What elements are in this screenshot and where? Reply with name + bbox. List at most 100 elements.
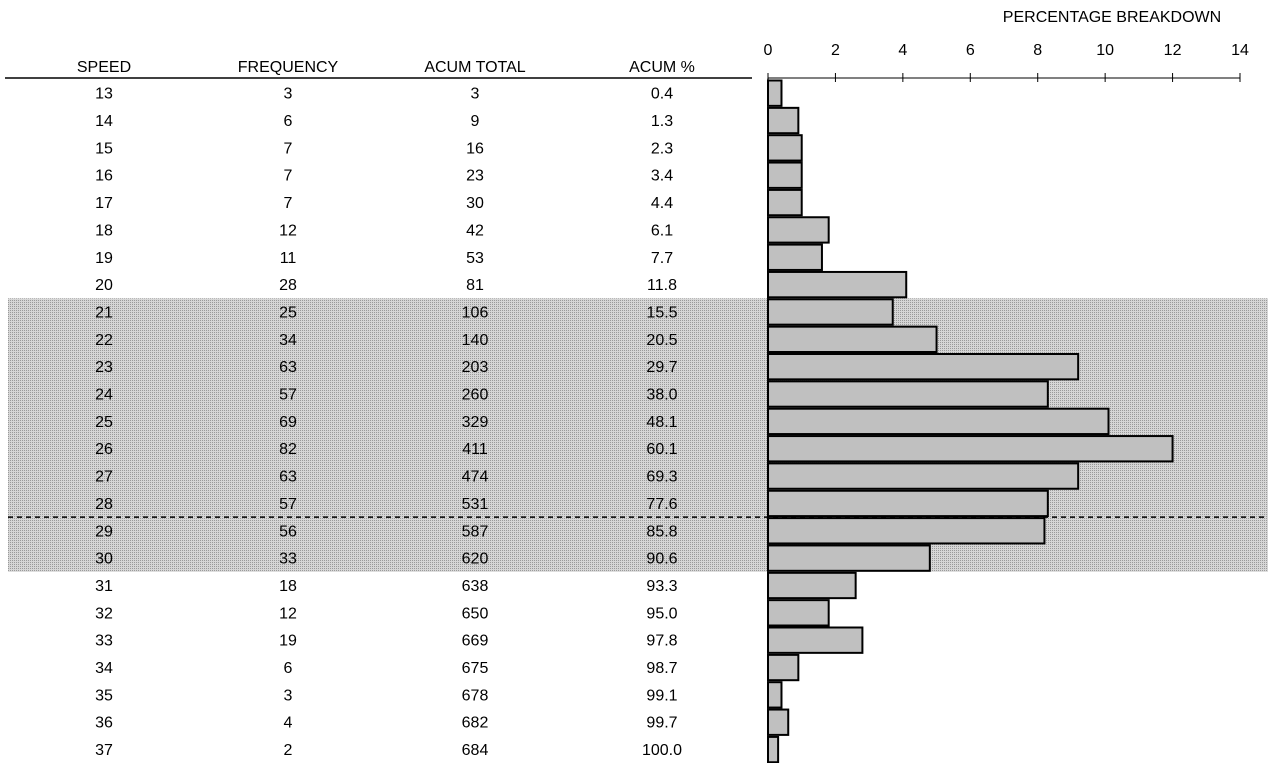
bar <box>767 134 803 162</box>
table-row: 28 57 531 77.6 <box>95 496 678 513</box>
table-cell: 669 <box>462 633 489 650</box>
table-cell: 4 <box>284 715 293 732</box>
table-cell: 3 <box>284 687 293 704</box>
table-cell: 12 <box>279 605 297 622</box>
bar <box>767 681 783 709</box>
table-cell: 98.7 <box>646 660 677 677</box>
table-cell: 69 <box>279 414 297 431</box>
table-cell: 26 <box>95 441 113 458</box>
table-cell: 682 <box>462 715 489 732</box>
table-row: 26 82 411 60.1 <box>95 441 678 458</box>
table-cell: 2 <box>284 742 293 759</box>
x-tick-label: 2 <box>831 42 840 59</box>
table-cell: 203 <box>462 359 489 376</box>
chart-title: PERCENTAGE BREAKDOWN <box>1003 9 1221 26</box>
table-row: 16 7 23 3.4 <box>95 168 673 185</box>
table-cell: 329 <box>462 414 489 431</box>
table-cell: 3 <box>284 86 293 103</box>
bar <box>767 599 830 627</box>
table-cell: 531 <box>462 496 489 513</box>
table-cell: 48.1 <box>646 414 677 431</box>
table-cell: 18 <box>279 578 297 595</box>
bar <box>767 626 864 654</box>
table-cell: 85.8 <box>646 523 677 540</box>
table-row: 35 3 678 99.1 <box>95 687 678 704</box>
table-cell: 3 <box>471 86 480 103</box>
bar <box>767 571 857 600</box>
table-cell: 13 <box>95 86 113 103</box>
table-row: 23 63 203 29.7 <box>95 359 678 376</box>
table-header-layer: SPEED FREQUENCY ACUM TOTAL ACUM % <box>77 59 695 76</box>
bar <box>767 653 800 682</box>
table-cell: 638 <box>462 578 489 595</box>
table-row: 36 4 682 99.7 <box>95 715 678 732</box>
table-cell: 24 <box>95 387 113 404</box>
table-cell: 27 <box>95 469 113 486</box>
x-tick-label: 14 <box>1231 42 1249 59</box>
table-cell: 25 <box>279 304 297 321</box>
table-cell: 474 <box>462 469 489 486</box>
table-cell: 2.3 <box>651 140 673 157</box>
table-cell: 30 <box>466 195 484 212</box>
table-cell: 90.6 <box>646 551 677 568</box>
bar <box>767 708 790 736</box>
table-cell: 20 <box>95 277 113 294</box>
table-cell: 57 <box>279 387 297 404</box>
bar <box>767 380 1049 408</box>
table-cell: 650 <box>462 605 489 622</box>
table-cell: 57 <box>279 496 297 513</box>
table-cell: 3.4 <box>651 168 673 185</box>
bar <box>767 462 1080 490</box>
table-cell: 11.8 <box>647 277 677 294</box>
table-cell: 82 <box>279 441 297 458</box>
table-cell: 97.8 <box>646 633 677 650</box>
table-cell: 42 <box>466 222 484 239</box>
table-cell: 60.1 <box>646 441 677 458</box>
table-cell: 675 <box>462 660 489 677</box>
x-tick-label: 4 <box>898 42 907 59</box>
bar <box>767 270 908 299</box>
table-row: 33 19 669 97.8 <box>95 633 678 650</box>
x-tick-label: 6 <box>966 42 975 59</box>
table-cell: 4.4 <box>651 195 673 212</box>
table-cell: 22 <box>95 332 113 349</box>
bar <box>767 407 1110 436</box>
table-cell: 18 <box>95 222 113 239</box>
table-cell: 7 <box>284 168 293 185</box>
bar-layer <box>767 79 1174 763</box>
table-cell: 99.1 <box>646 687 677 704</box>
table-cell: 14 <box>95 113 113 130</box>
table-cell: 6 <box>284 113 293 130</box>
table-cell: 53 <box>466 250 484 267</box>
table-cell: 63 <box>279 359 297 376</box>
table-row: 31 18 638 93.3 <box>95 578 678 595</box>
bar <box>767 188 803 217</box>
table-cell: 34 <box>279 332 297 349</box>
table-cell: 260 <box>462 387 489 404</box>
column-header: FREQUENCY <box>238 59 339 76</box>
table-cell: 95.0 <box>646 605 677 622</box>
bar <box>767 489 1049 518</box>
table-cell: 16 <box>466 140 484 157</box>
bar <box>767 544 931 572</box>
bar <box>767 435 1174 463</box>
table-cell: 15.5 <box>646 304 677 321</box>
table-cell: 106 <box>462 304 489 321</box>
bar <box>767 216 830 244</box>
x-tick-label: 0 <box>764 42 773 59</box>
bar <box>767 735 780 763</box>
bar <box>767 298 894 326</box>
table-body-layer: 13 3 3 0.414 6 9 1.315 7 16 2.316 7 23 3.417 7 30 4.418… <box>95 86 682 759</box>
table-cell: 20.5 <box>646 332 677 349</box>
table-cell: 56 <box>279 523 297 540</box>
table-cell: 19 <box>279 633 297 650</box>
bar <box>767 106 800 135</box>
table-cell: 19 <box>95 250 113 267</box>
table-cell: 33 <box>95 633 113 650</box>
table-cell: 23 <box>95 359 113 376</box>
bar <box>767 517 1046 545</box>
table-row: 37 2 684 100.0 <box>95 742 682 759</box>
table-row: 29 56 587 85.8 <box>95 523 678 540</box>
table-cell: 29.7 <box>646 359 677 376</box>
